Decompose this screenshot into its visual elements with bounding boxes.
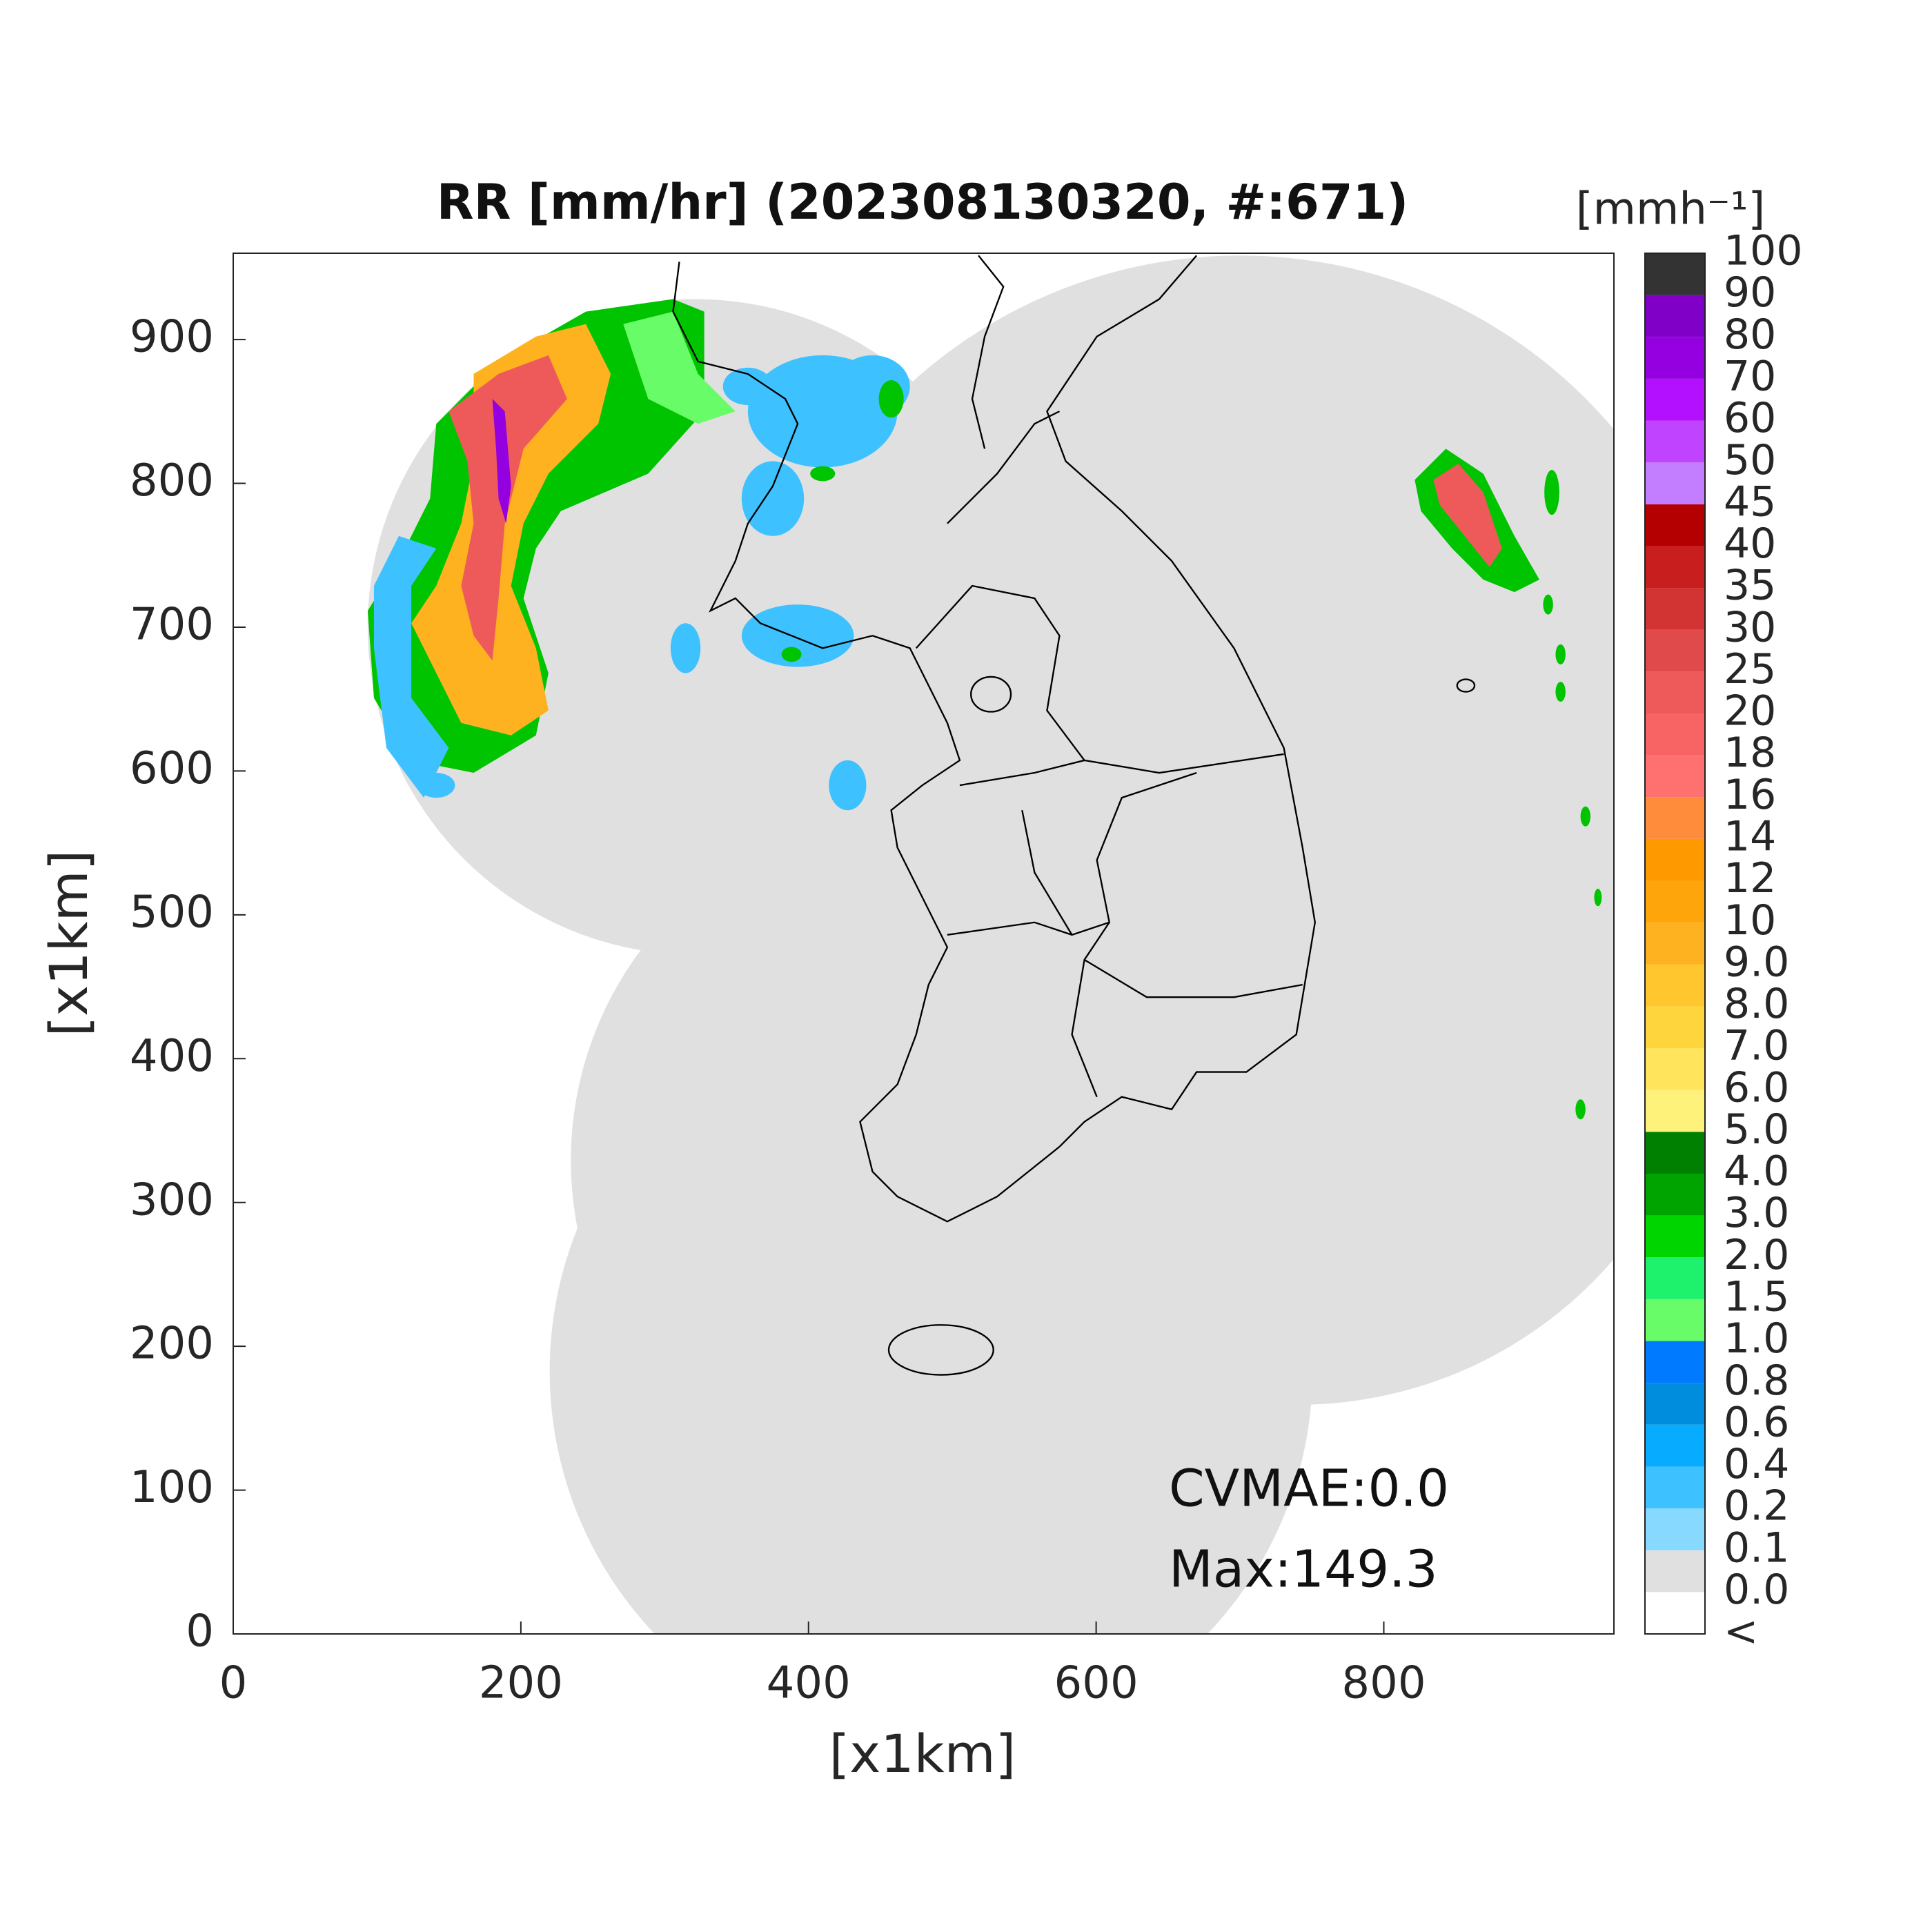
colorbar-label: < xyxy=(1724,1608,1758,1656)
colorbar-label: 5.0 xyxy=(1724,1105,1789,1154)
colorbar-segment xyxy=(1645,546,1705,589)
colorbar-label: 25 xyxy=(1724,645,1776,693)
colorbar-label: 0.1 xyxy=(1724,1524,1789,1572)
colorbar-label: 50 xyxy=(1724,436,1776,484)
colorbar-label: 60 xyxy=(1724,394,1776,442)
colorbar-label: 100 xyxy=(1724,227,1803,275)
annotation: CVMAE:0.0 xyxy=(1169,1459,1449,1519)
colorbar-label: 4.0 xyxy=(1724,1147,1789,1196)
colorbar-segment xyxy=(1645,253,1705,295)
map xyxy=(367,255,1615,1635)
y-tick-label: 0 xyxy=(186,1606,214,1657)
annotation: Max:149.3 xyxy=(1169,1540,1438,1599)
y-tick-label: 600 xyxy=(130,743,214,794)
colorbar-segment xyxy=(1645,1215,1705,1258)
colorbar-segment xyxy=(1645,1006,1705,1049)
colorbar-label: 1.0 xyxy=(1724,1314,1789,1363)
colorbar-label: 0.8 xyxy=(1724,1357,1789,1405)
colorbar-segment xyxy=(1645,1508,1705,1550)
colorbar-segment xyxy=(1645,797,1705,839)
colorbar-segment xyxy=(1645,1048,1705,1090)
chart-title: RR [mm/hr] (202308130320, #:671) xyxy=(437,174,1409,230)
colorbar-segment xyxy=(1645,462,1705,504)
colorbar-frame xyxy=(1644,253,1706,1635)
coastlines xyxy=(672,255,1476,1376)
colorbar-label: 12 xyxy=(1724,854,1776,903)
colorbar-label: 0.4 xyxy=(1724,1440,1789,1488)
y-tick-label: 200 xyxy=(130,1319,214,1370)
y-tick-label: 500 xyxy=(130,887,214,938)
colorbar-label: 80 xyxy=(1724,310,1776,359)
y-tick-label: 800 xyxy=(130,455,214,506)
colorbar-segment xyxy=(1645,504,1705,546)
colorbar-segment xyxy=(1645,337,1705,379)
colorbar-segment xyxy=(1645,671,1705,713)
colorbar-segment xyxy=(1645,1132,1705,1174)
colorbar-label: 3.0 xyxy=(1724,1189,1789,1237)
colorbar-segment xyxy=(1645,880,1705,923)
x-tick-label: 600 xyxy=(1054,1658,1138,1709)
colorbar-segment xyxy=(1645,1174,1705,1216)
colorbar-label: 30 xyxy=(1724,603,1776,651)
rain-echoes xyxy=(367,299,1602,1120)
colorbar-segment xyxy=(1645,755,1705,798)
colorbar-label: 35 xyxy=(1724,562,1776,610)
colorbar-label: 14 xyxy=(1724,813,1776,861)
colorbar-segment xyxy=(1645,1466,1705,1509)
y-tick-label: 400 xyxy=(130,1031,214,1082)
colorbar-segment xyxy=(1645,1592,1705,1634)
colorbar-segment xyxy=(1645,588,1705,630)
colorbar-label: 45 xyxy=(1724,477,1776,526)
x-tick-label: 0 xyxy=(219,1658,248,1709)
colorbar-segment xyxy=(1645,629,1705,672)
x-axis-label: [x1km] xyxy=(829,1723,1016,1784)
y-tick-label: 300 xyxy=(130,1174,214,1225)
colorbar-segment xyxy=(1645,295,1705,337)
colorbar-segment xyxy=(1645,1341,1705,1383)
y-tick-label: 700 xyxy=(130,600,214,651)
colorbar-label: 18 xyxy=(1724,729,1776,777)
colorbar-label: 20 xyxy=(1724,687,1776,736)
colorbar-label: 0.6 xyxy=(1724,1398,1789,1446)
colorbar-segment xyxy=(1645,964,1705,1007)
colorbar-segment xyxy=(1645,1383,1705,1425)
colorbar-unit: [mmh⁻¹] xyxy=(1576,184,1766,235)
colorbar-label: 10 xyxy=(1724,896,1776,945)
colorbar-segment xyxy=(1645,420,1705,463)
colorbar-label: 40 xyxy=(1724,520,1776,568)
colorbar-segment xyxy=(1645,1090,1705,1132)
colorbar-label: 0.2 xyxy=(1724,1482,1789,1530)
colorbar-segment xyxy=(1645,1550,1705,1593)
x-tick-label: 800 xyxy=(1341,1658,1426,1709)
colorbar-label: 9.0 xyxy=(1724,938,1789,986)
y-axis-label: [x1km] xyxy=(38,850,99,1037)
colorbar-segment xyxy=(1645,1424,1705,1467)
colorbar-label: 1.5 xyxy=(1724,1273,1789,1321)
colorbar-label: 2.0 xyxy=(1724,1231,1789,1279)
colorbar-label: 70 xyxy=(1724,353,1776,401)
x-tick-label: 400 xyxy=(767,1658,851,1709)
colorbar-label: 90 xyxy=(1724,268,1776,317)
colorbar-segment xyxy=(1645,378,1705,421)
colorbar-segment xyxy=(1645,1299,1705,1341)
colorbar-segment xyxy=(1645,713,1705,756)
y-tick-label: 900 xyxy=(130,312,214,363)
colorbar-label: 8.0 xyxy=(1724,980,1789,1028)
colorbar-segment xyxy=(1645,838,1705,881)
y-tick-label: 100 xyxy=(130,1462,214,1513)
colorbar-label: 16 xyxy=(1724,771,1776,819)
colorbar-segment xyxy=(1645,923,1705,965)
plot-frame xyxy=(233,253,1615,1635)
colorbar-label: 7.0 xyxy=(1724,1022,1789,1070)
colorbar-label: 0.0 xyxy=(1724,1566,1789,1614)
x-tick-label: 200 xyxy=(479,1658,563,1709)
colorbar-label: 6.0 xyxy=(1724,1063,1789,1112)
colorbar-segment xyxy=(1645,1257,1705,1299)
